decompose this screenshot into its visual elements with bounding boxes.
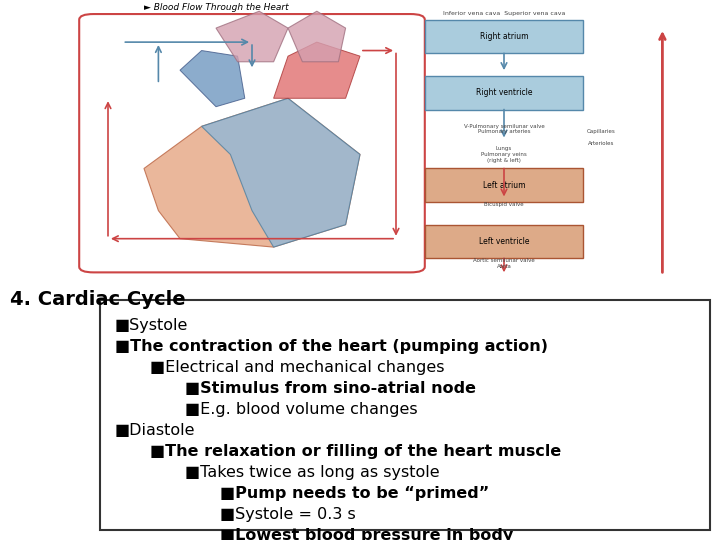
- FancyBboxPatch shape: [79, 14, 425, 272]
- Text: Capillaries

Arterioles: Capillaries Arterioles: [587, 129, 616, 146]
- Text: ► Blood Flow Through the Heart: ► Blood Flow Through the Heart: [144, 3, 288, 12]
- Bar: [100, 300, 710, 530]
- Text: ■The relaxation or filling of the heart muscle: ■The relaxation or filling of the heart …: [150, 444, 562, 459]
- Text: ■Stimulus from sino-atrial node: ■Stimulus from sino-atrial node: [185, 381, 476, 396]
- Text: ■Systole = 0.3 s: ■Systole = 0.3 s: [220, 507, 356, 522]
- Text: Inferior vena cava  Superior vena cava: Inferior vena cava Superior vena cava: [443, 11, 565, 16]
- Text: 4. Cardiac Cycle: 4. Cardiac Cycle: [10, 290, 186, 309]
- Text: ■Electrical and mechanical changes: ■Electrical and mechanical changes: [150, 360, 444, 375]
- Text: Bicuspid valve: Bicuspid valve: [484, 202, 524, 207]
- Text: ■The contraction of the heart (pumping action): ■The contraction of the heart (pumping a…: [115, 339, 548, 354]
- FancyBboxPatch shape: [425, 225, 583, 258]
- Text: ■Takes twice as long as systole: ■Takes twice as long as systole: [185, 465, 440, 480]
- Text: ■E.g. blood volume changes: ■E.g. blood volume changes: [185, 402, 418, 417]
- Text: ■Lowest blood pressure in body: ■Lowest blood pressure in body: [220, 528, 513, 540]
- Polygon shape: [180, 51, 245, 107]
- Text: ■Systole: ■Systole: [115, 318, 189, 333]
- FancyBboxPatch shape: [425, 76, 583, 110]
- Polygon shape: [144, 98, 360, 247]
- Text: ■Diastole: ■Diastole: [115, 423, 196, 438]
- Polygon shape: [202, 98, 360, 247]
- Polygon shape: [288, 11, 346, 62]
- Text: Right atrium: Right atrium: [480, 32, 528, 41]
- Text: Right ventricle: Right ventricle: [476, 88, 532, 97]
- Text: Lungs
Pulmonary veins
(right & left): Lungs Pulmonary veins (right & left): [481, 146, 527, 163]
- Text: ■Pump needs to be “primed”: ■Pump needs to be “primed”: [220, 486, 490, 501]
- Text: V-Pulmonary semilunar valve
Pulmonary arteries: V-Pulmonary semilunar valve Pulmonary ar…: [464, 124, 544, 134]
- Polygon shape: [216, 11, 288, 62]
- FancyBboxPatch shape: [425, 168, 583, 202]
- FancyBboxPatch shape: [425, 19, 583, 53]
- Text: Left ventricle: Left ventricle: [479, 237, 529, 246]
- Text: Left atrium: Left atrium: [482, 181, 526, 190]
- Text: Aortic semilunar valve
Aorta: Aortic semilunar valve Aorta: [473, 258, 535, 269]
- Polygon shape: [274, 42, 360, 98]
